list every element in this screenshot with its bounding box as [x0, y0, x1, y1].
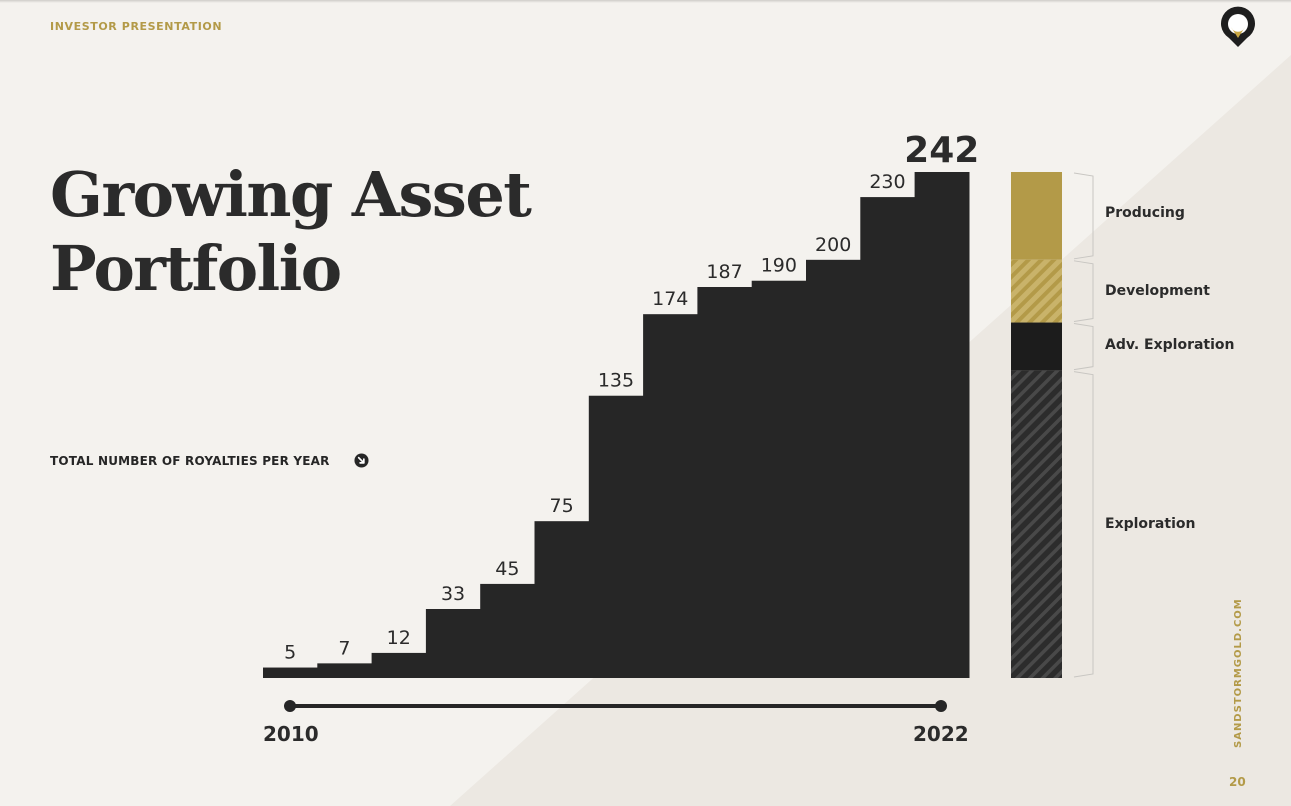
bar-label-7: 174 [652, 288, 688, 310]
bar-label-10: 200 [815, 234, 851, 256]
stack-bracket-1 [1073, 260, 1094, 323]
bar-11 [860, 197, 916, 678]
title-line-2: Portfolio [50, 232, 342, 305]
bar-label-6: 135 [598, 370, 634, 392]
bar-8 [697, 287, 753, 678]
bar-5 [534, 521, 590, 678]
bar-label-8: 187 [706, 261, 742, 283]
timeline-start-dot [284, 700, 296, 712]
bar-0 [263, 667, 318, 678]
page-number: 20 [1229, 775, 1246, 789]
bar-label-4: 45 [495, 558, 519, 580]
stack-segment-3 [1011, 370, 1062, 678]
bar-6 [588, 395, 644, 678]
legend-label-adv-exploration: Adv. Exploration [1105, 337, 1235, 353]
bar-12 [914, 172, 970, 678]
timeline-end-year: 2022 [913, 722, 969, 746]
stack-segment-1 [1011, 259, 1062, 323]
bar-label-3: 33 [441, 583, 465, 605]
bar-2 [371, 652, 427, 678]
legend-label-development: Development [1105, 283, 1210, 299]
bar-label-11: 230 [869, 171, 905, 193]
bar-label-2: 12 [387, 627, 411, 649]
page-title: Growing Asset Portfolio [50, 158, 532, 306]
stack-bracket-2 [1073, 323, 1094, 371]
website-url: SANDSTORMGOLD.COM [1233, 598, 1244, 748]
bar-10 [806, 259, 861, 678]
arrow-down-right-circle-icon [354, 453, 369, 468]
stack-segment-2 [1011, 322, 1062, 371]
bar-label-9: 190 [761, 255, 797, 277]
chart-subtitle: TOTAL NUMBER OF ROYALTIES PER YEAR [50, 454, 330, 468]
sandstorm-logo-icon [1221, 6, 1255, 48]
bar-label-5: 75 [550, 495, 574, 517]
timeline-end-dot [935, 700, 947, 712]
stack-bracket-0 [1073, 172, 1094, 260]
stack-bracket-3 [1073, 371, 1094, 678]
legend-label-producing: Producing [1105, 205, 1185, 221]
bar-4 [480, 583, 536, 678]
header-label: INVESTOR PRESENTATION [50, 20, 223, 33]
bar-label-1: 7 [338, 637, 350, 659]
bar-1 [317, 663, 373, 678]
timeline-start-year: 2010 [263, 722, 319, 746]
bar-3 [425, 609, 481, 678]
bar-9 [751, 280, 807, 678]
stack-segment-0 [1011, 172, 1062, 260]
bar-label-12: 242 [904, 130, 979, 171]
legend-label-exploration: Exploration [1105, 516, 1196, 532]
top-border [0, 0, 1291, 3]
bar-7 [643, 314, 698, 678]
bar-label-0: 5 [284, 642, 296, 664]
title-line-1: Growing Asset [50, 158, 532, 231]
